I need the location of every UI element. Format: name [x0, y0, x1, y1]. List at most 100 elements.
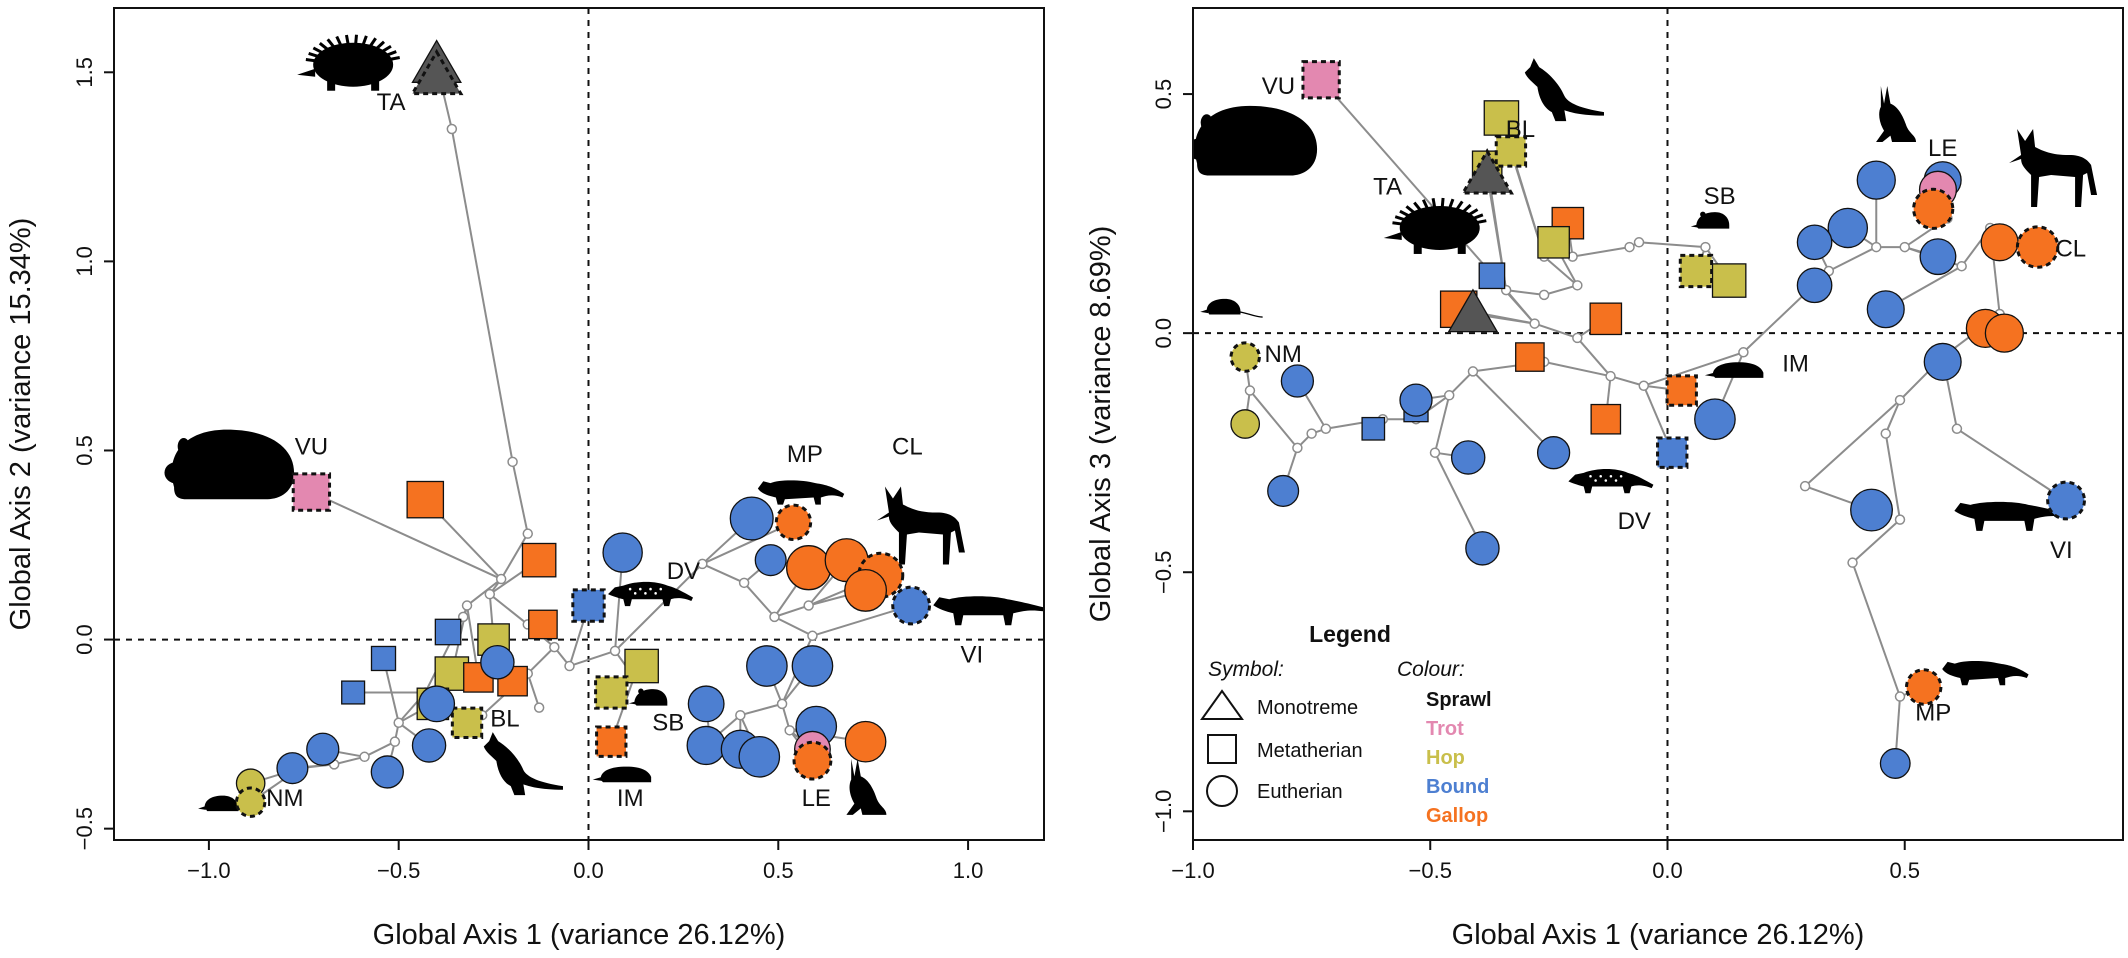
mouse-silhouette: [1200, 298, 1263, 318]
plot-frame: [1192, 7, 2124, 841]
y-axis: −1.0 −0.5 0.0 0.5: [1151, 79, 1193, 833]
legend-symbol-label: Eutherian: [1257, 781, 1343, 803]
tree-branch: [1448, 370, 1474, 397]
tree-branch: [1572, 246, 1630, 258]
x-tick-label: 0.0: [573, 858, 604, 883]
eutherian-point: [1399, 383, 1433, 417]
tree-node: [495, 573, 507, 585]
metatherian-point: [341, 680, 366, 705]
dingo-silhouette: [876, 486, 965, 565]
genet-silhouette: [1954, 501, 2065, 531]
species-label: VI: [2050, 537, 2073, 564]
y-tick-label: 0.5: [1151, 79, 1176, 110]
metatherian-point: [463, 662, 494, 693]
metatherian-point: [1478, 262, 1506, 290]
tree-node: [1538, 289, 1550, 301]
tree-node: [1443, 390, 1455, 401]
metatherian-point: [1656, 436, 1689, 469]
eutherian-point: [1280, 364, 1315, 398]
y-axis-title: Global Axis 2 (variance 15.34%): [5, 218, 37, 631]
y-tick-label: −0.5: [72, 807, 97, 850]
tree-branch: [1434, 452, 1484, 549]
x-tick-label: −1.0: [187, 858, 230, 883]
species-label: BL: [1506, 116, 1535, 143]
eutherian-point: [2046, 480, 2086, 521]
tree-node: [1306, 428, 1317, 439]
tree-node: [1244, 385, 1256, 396]
tree-node: [1894, 394, 1906, 406]
eutherian-point: [774, 503, 813, 542]
metatherian-point: [624, 648, 659, 684]
tree-node: [803, 600, 814, 611]
tree-branch: [1320, 79, 1507, 291]
metatherian-point: [1515, 342, 1545, 372]
tree-branch: [1956, 427, 2067, 502]
y-tick-label: 1.5: [72, 57, 97, 88]
triangle-symbol-icon: [1200, 689, 1244, 720]
tree-branch: [1506, 289, 1545, 296]
tree-node: [1899, 241, 1910, 253]
x-tick-label: −1.0: [1171, 858, 1214, 883]
x-axis-title: Global Axis 1 (variance 26.12%): [373, 919, 786, 951]
species-label: VI: [961, 641, 984, 668]
y-tick-label: 0.0: [1151, 318, 1176, 349]
x-axis: −1.0 −0.5 0.0 0.5 1.0: [187, 840, 983, 883]
monotreme-point: [1447, 288, 1499, 333]
tree-node: [735, 709, 746, 721]
tree-branch: [500, 533, 529, 580]
monotreme-point: [1460, 148, 1514, 195]
mole-silhouette: [592, 766, 652, 783]
tree-node: [393, 717, 404, 729]
tree-node: [1572, 332, 1583, 344]
species-label: LE: [1928, 135, 1957, 162]
eutherian-point: [1879, 748, 1911, 779]
species-label: NM: [1264, 341, 1301, 368]
tree-node: [1951, 423, 1963, 435]
eutherian-point: [1856, 160, 1896, 200]
tree-branch: [1884, 399, 1901, 434]
eutherian-point: [1450, 440, 1486, 475]
mink-silhouette: [1942, 660, 2029, 686]
tree-node: [1624, 241, 1635, 253]
eutherian-point: [1905, 668, 1943, 706]
species-label: CL: [2055, 236, 2086, 263]
tree-branch: [310, 491, 502, 580]
metatherian-point: [1483, 100, 1520, 136]
tree-node: [1633, 237, 1645, 248]
metatherian-point: [1494, 135, 1528, 168]
eutherian-point: [746, 645, 788, 687]
eutherian-point: [2015, 225, 2060, 269]
y-axis: −0.5 0.0 0.5 1.0 1.5: [72, 57, 114, 850]
legend-title: Legend: [1309, 621, 1391, 647]
tree-node: [807, 630, 818, 642]
eutherian-point: [480, 645, 515, 680]
eutherian-point: [306, 732, 340, 766]
tree-branch: [1804, 399, 1901, 487]
eutherian-point: [686, 725, 726, 766]
species-label: DV: [1618, 508, 1651, 535]
tree-node: [507, 456, 518, 468]
species-label: DV: [667, 558, 700, 585]
legend-colour-trot: Trot: [1426, 718, 1464, 740]
animal-silhouettes: [164, 34, 1044, 815]
tree-node: [533, 702, 545, 713]
tree-node: [609, 645, 621, 657]
tree-branch: [1851, 518, 1901, 564]
species-points: [234, 39, 932, 818]
echidna-silhouette: [1383, 197, 1487, 254]
eutherian-point: [1465, 531, 1500, 566]
tree-node: [1799, 480, 1811, 492]
tree-branch: [489, 593, 529, 626]
species-label: SB: [652, 709, 684, 736]
tree-branch: [364, 740, 396, 758]
y-tick-label: 0.5: [72, 435, 97, 466]
tree-branch: [1643, 351, 1744, 387]
tree-node: [1467, 366, 1479, 377]
eutherian-point: [1866, 290, 1905, 329]
tree-branch: [774, 604, 809, 618]
tree-branch: [1828, 246, 1877, 272]
y-tick-label: −1.0: [1151, 790, 1176, 833]
metatherian-point: [594, 675, 629, 710]
metatherian-point: [434, 656, 470, 691]
eutherian-point: [276, 752, 309, 785]
